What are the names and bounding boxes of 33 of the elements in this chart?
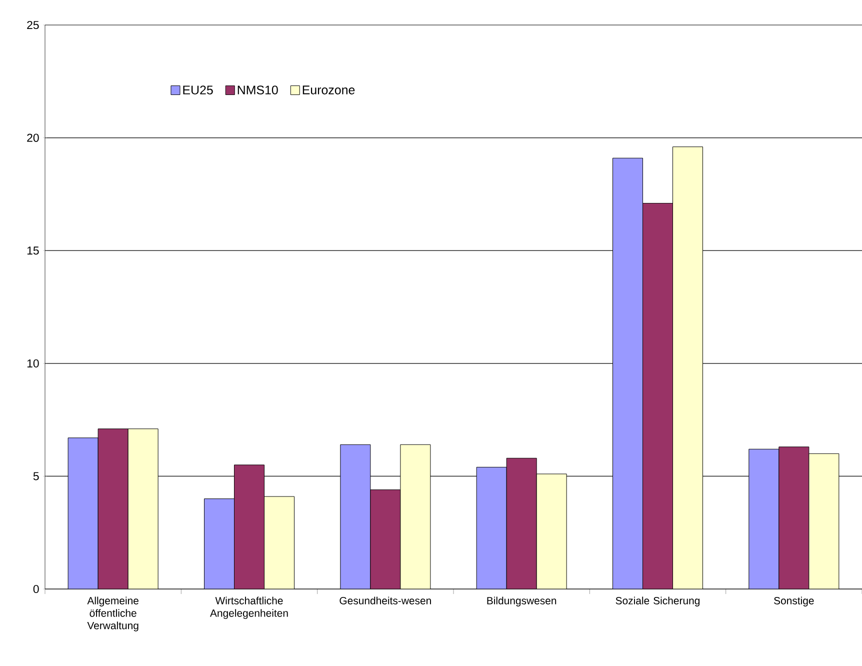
- x-tick-label: Allgemeine öffentliche Verwaltung: [87, 596, 138, 632]
- bar: [264, 496, 294, 589]
- y-tick-label: 25: [27, 20, 39, 30]
- y-tick-label: 20: [27, 134, 39, 142]
- x-tick-label: Sonstige: [774, 596, 814, 606]
- bar: [234, 464, 264, 589]
- bar: [400, 444, 431, 589]
- bar: [128, 428, 158, 589]
- y-tick-label: 10: [27, 359, 39, 368]
- y-tick-label: 15: [27, 246, 39, 255]
- legend-label: Eurozone: [302, 86, 355, 94]
- bar: [612, 158, 643, 589]
- bar: [68, 438, 98, 589]
- bar: [340, 444, 371, 589]
- bar: [204, 498, 234, 589]
- bar: [476, 466, 507, 589]
- legend-label: EU25: [183, 86, 213, 94]
- x-tick-label: Soziale Sicherung: [616, 596, 700, 606]
- bar: [672, 146, 703, 589]
- x-tick-label: Wirtschaftliche Angelegenheiten: [210, 596, 288, 619]
- x-tick-label: Bildungswesen: [487, 596, 556, 606]
- bar: [536, 474, 567, 589]
- bar: [98, 428, 128, 589]
- legend-label: NMS10: [238, 86, 278, 94]
- bar: [642, 202, 673, 589]
- bar: [748, 448, 780, 589]
- bar: [808, 453, 840, 589]
- bar: [370, 489, 401, 589]
- y-tick-label: 0: [33, 584, 39, 594]
- bar: [778, 446, 810, 589]
- bar: [506, 458, 537, 589]
- x-tick-label: Gesundheits-wesen: [340, 596, 431, 604]
- y-tick-label: 5: [33, 472, 39, 480]
